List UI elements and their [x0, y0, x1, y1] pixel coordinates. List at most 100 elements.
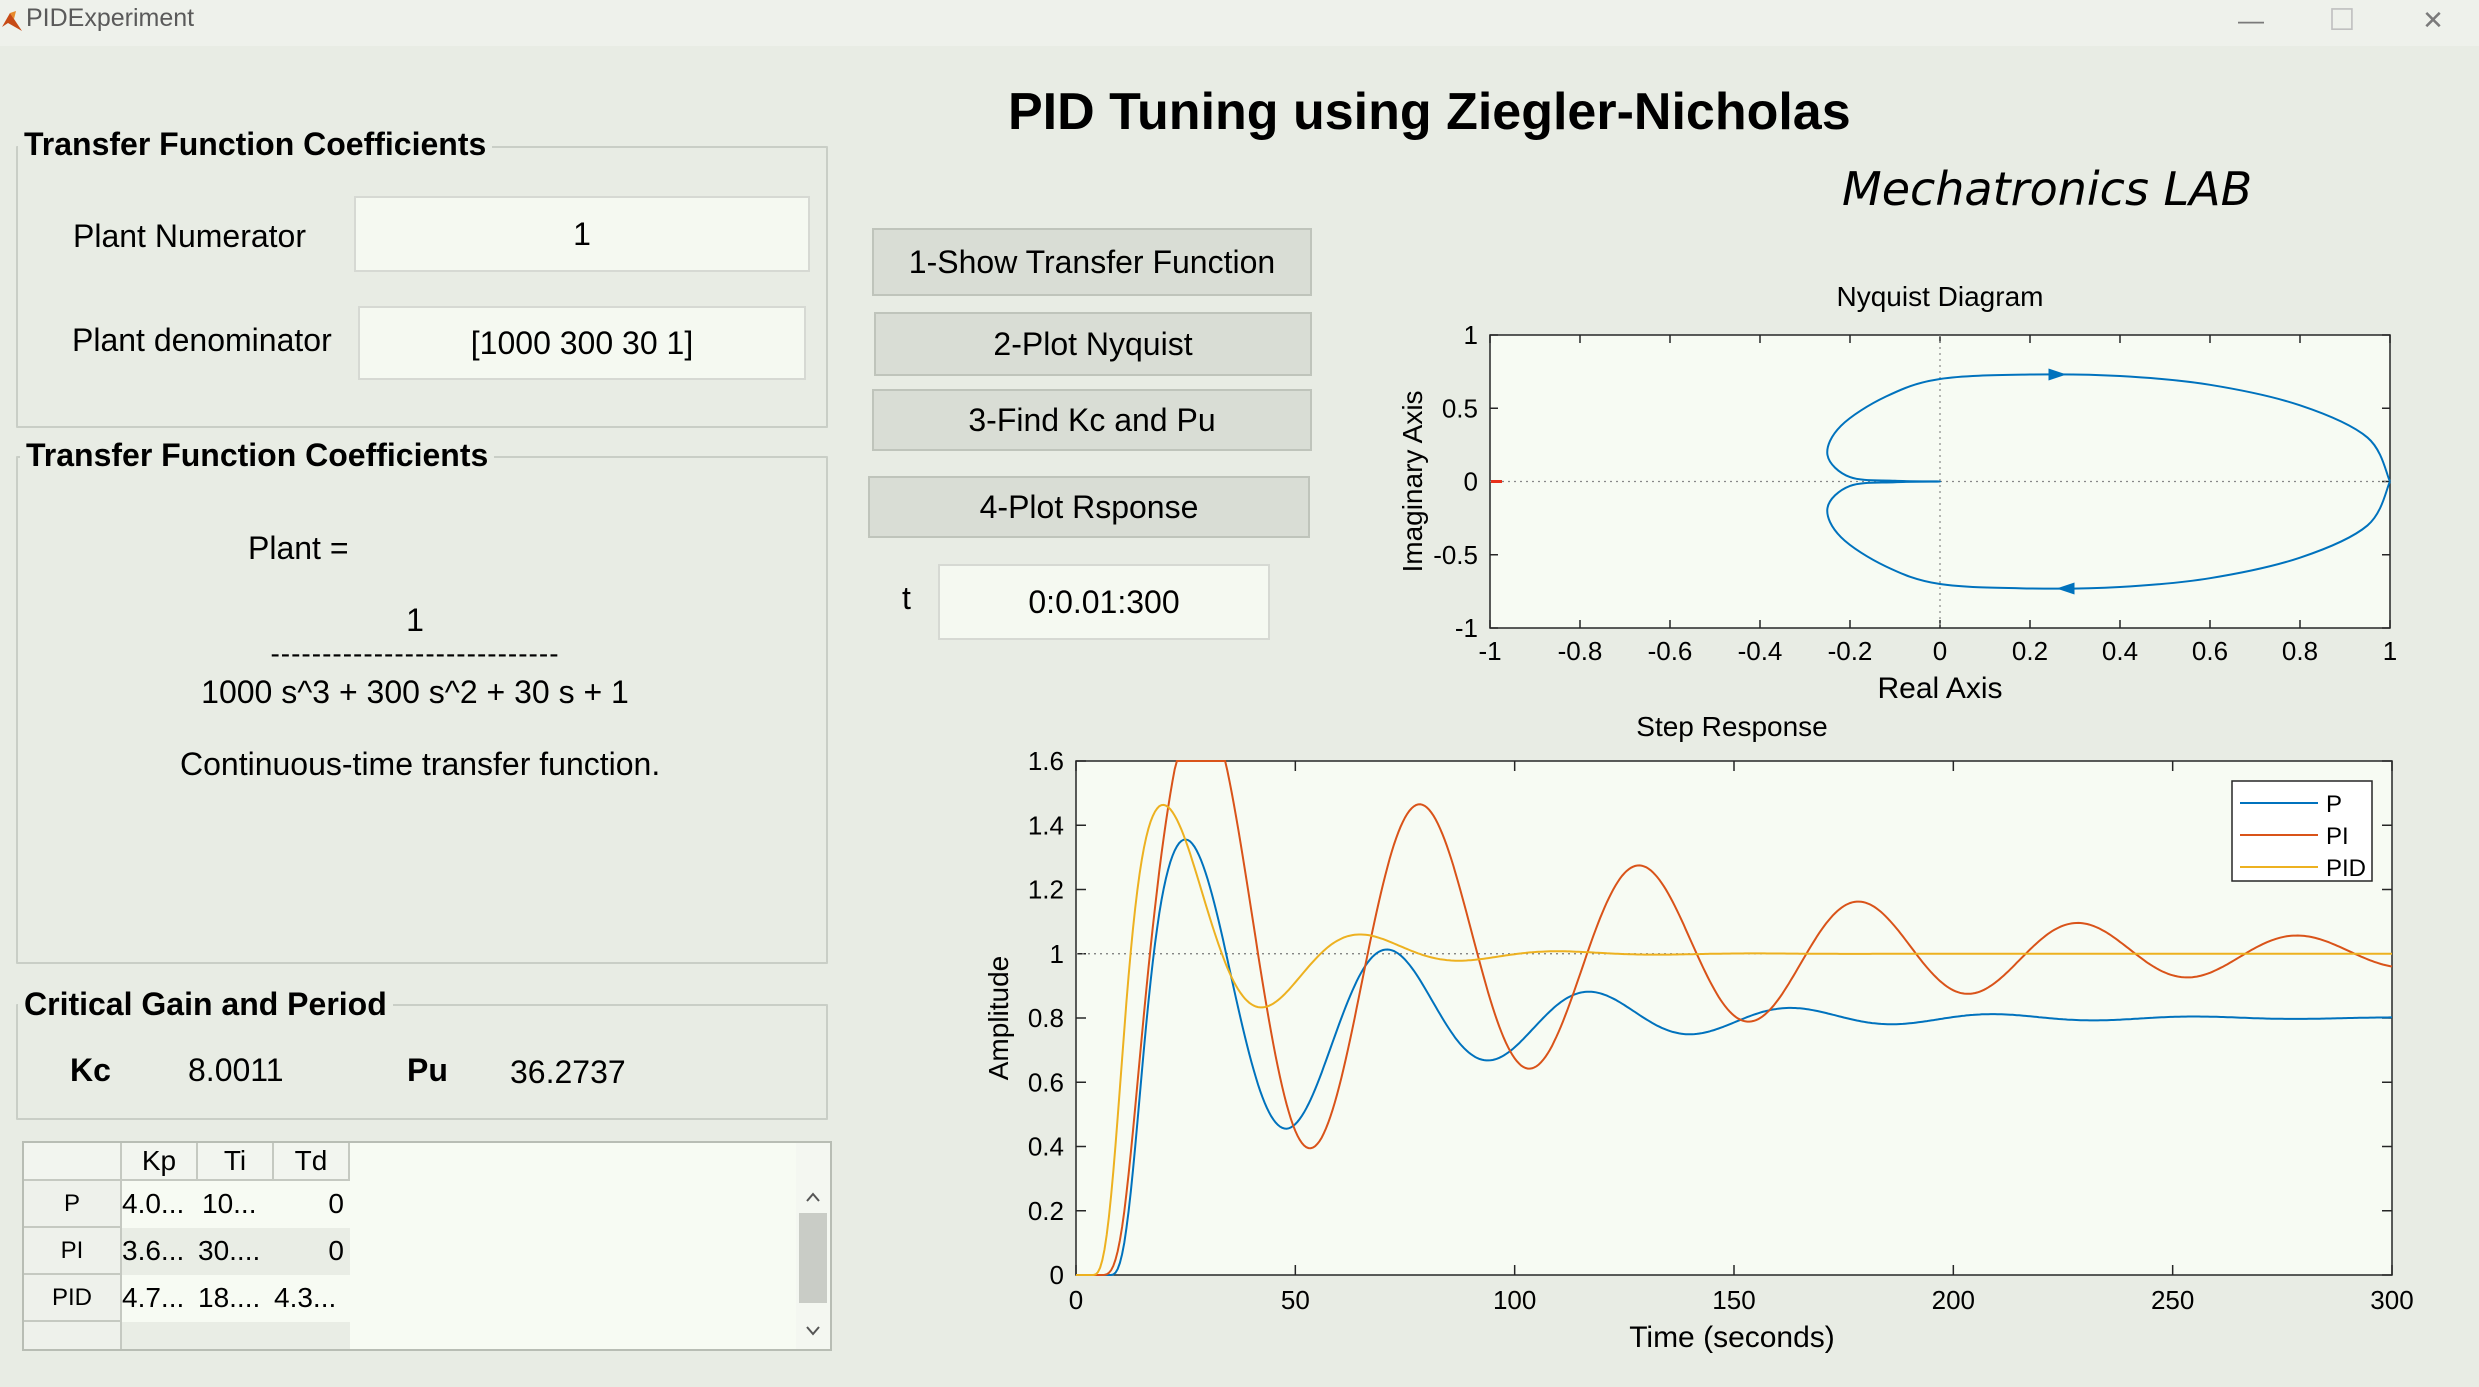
numerator-label: Plant Numerator — [73, 218, 306, 254]
nyquist-curve — [1826, 373, 2391, 590]
page-subtitle: Mechatronics LAB — [1842, 162, 2253, 216]
step-xtick-label: 0 — [1069, 1285, 1083, 1315]
nyquist-xtick-label: -0.8 — [1558, 636, 1603, 666]
nyquist-ytick-label: 0 — [1464, 467, 1478, 497]
nyquist-xtick-label: 0.8 — [2282, 636, 2318, 666]
step-ytick-label: 0.4 — [1028, 1132, 1064, 1162]
cell-p-kp[interactable]: 4.0... — [122, 1188, 185, 1219]
nyquist-ytick-label: 1 — [1464, 320, 1478, 350]
pu-label: Pu — [407, 1052, 448, 1088]
step-ytick-label: 1.2 — [1028, 875, 1064, 905]
denominator-label: Plant denominator — [72, 322, 332, 358]
cell-p-ti[interactable]: 10... — [202, 1188, 257, 1219]
close-button[interactable]: ✕ — [2422, 4, 2444, 35]
cell-pid-ti[interactable]: 18.... — [198, 1282, 261, 1313]
row-header-pi[interactable]: PI — [24, 1228, 122, 1275]
show-transfer-function-button[interactable]: 1-Show Transfer Function — [872, 228, 1312, 296]
denominator-input[interactable]: [1000 300 30 1] — [358, 306, 806, 380]
step-xtick-label: 300 — [2370, 1285, 2413, 1315]
column-header-ti[interactable]: Ti — [198, 1143, 274, 1181]
plot-response-button[interactable]: 4-Plot Rsponse — [868, 476, 1310, 538]
cell-p-td[interactable]: 0 — [328, 1188, 344, 1219]
plant-label: Plant = — [248, 530, 349, 566]
nyquist-chart: Nyquist Diagram Real Axis Imaginary Axis -1… — [1397, 281, 2397, 705]
table-row-empty — [122, 1322, 350, 1349]
tf-divider-text: ---------------------------- — [270, 638, 560, 669]
step-plot-area — [1075, 760, 2393, 1276]
window-titlebar: PIDExperiment — ☐ ✕ — [0, 0, 2479, 46]
tf-numerator-text: 1 — [406, 602, 424, 638]
row-header-pid[interactable]: PID — [24, 1275, 122, 1322]
cell-pi-kp[interactable]: 3.6... — [122, 1235, 185, 1266]
numerator-input[interactable]: 1 — [354, 196, 810, 272]
nyquist-arrow-upper — [2048, 368, 2067, 381]
table-scrollbar[interactable] — [796, 1143, 830, 1349]
step-ytick-label: 0.2 — [1028, 1196, 1064, 1226]
nyquist-title: Nyquist Diagram — [1837, 281, 2044, 312]
row-header-empty — [24, 1322, 122, 1349]
time-label: t — [902, 580, 911, 616]
tf-input-panel — [16, 146, 828, 428]
table-row-pi-bg — [122, 1228, 350, 1275]
nyquist-xtick-label: 0 — [1933, 636, 1947, 666]
step-ytick-label: 0.6 — [1028, 1067, 1064, 1097]
legend-label-pi: PI — [2326, 823, 2349, 850]
cell-pi-ti[interactable]: 30.... — [198, 1235, 261, 1266]
column-header-td[interactable]: Td — [274, 1143, 350, 1181]
time-input[interactable]: 0:0.01:300 — [938, 564, 1270, 640]
tf-note-text: Continuous-time transfer function. — [180, 746, 661, 782]
matlab-logo-icon — [2, 11, 22, 31]
step-ytick-label: 1 — [1050, 939, 1064, 969]
minimize-button[interactable]: — — [2238, 4, 2264, 35]
critical-panel — [16, 1004, 828, 1120]
nyquist-xtick-label: -0.4 — [1738, 636, 1783, 666]
nyquist-xtick-label: -1 — [1478, 636, 1501, 666]
tf-display-panel-title: Transfer Function Coefficients — [20, 437, 495, 474]
nyquist-xtick-label: 0.4 — [2102, 636, 2138, 666]
critical-panel-title: Critical Gain and Period — [18, 986, 393, 1023]
step-response-chart: Step Response Time (seconds) Amplitude 0 50 1… — [983, 711, 2414, 1354]
plot-nyquist-button[interactable]: 2-Plot Nyquist — [874, 312, 1312, 376]
maximize-button[interactable]: ☐ — [2328, 3, 2356, 37]
tf-input-panel-title: Transfer Function Coefficients — [18, 126, 493, 163]
window-title: PIDExperiment — [26, 4, 195, 32]
page-title: PID Tuning using Ziegler-Nicholas — [1008, 83, 1851, 141]
nyquist-ytick-label: -0.5 — [1433, 540, 1478, 570]
step-legend — [2231, 780, 2373, 882]
nyquist-xtick-label: -0.2 — [1828, 636, 1873, 666]
kc-value: 8.0011 — [188, 1052, 284, 1088]
step-ylabel: Amplitude — [983, 956, 1014, 1081]
step-xlabel: Time (seconds) — [1629, 1321, 1835, 1354]
nyquist-xlabel: Real Axis — [1877, 672, 2002, 705]
step-xtick-label: 100 — [1493, 1285, 1536, 1315]
gains-table[interactable]: Kp Ti Td P 4.0... 10... 0 PI 3.6... 30..… — [22, 1141, 832, 1351]
step-ytick-label: 1.4 — [1028, 810, 1064, 840]
table-corner — [24, 1143, 122, 1181]
scroll-up-icon[interactable] — [805, 1191, 821, 1203]
step-xtick-label: 50 — [1281, 1285, 1310, 1315]
step-ytick-label: 1.6 — [1028, 746, 1064, 776]
scroll-down-icon[interactable] — [805, 1325, 821, 1337]
nyquist-xtick-label: 0.2 — [2012, 636, 2048, 666]
nyquist-xtick-label: -0.6 — [1648, 636, 1693, 666]
nyquist-xtick-label: 0.6 — [2192, 636, 2228, 666]
cell-pid-kp[interactable]: 4.7... — [122, 1282, 185, 1313]
pu-value: 36.2737 — [510, 1054, 626, 1090]
step-series-pi — [1076, 760, 2393, 1276]
find-kc-pu-button[interactable]: 3-Find Kc and Pu — [872, 389, 1312, 451]
scrollbar-thumb[interactable] — [799, 1213, 827, 1303]
legend-label-pid: PID — [2326, 855, 2366, 882]
step-xtick-label: 250 — [2151, 1285, 2194, 1315]
column-header-kp[interactable]: Kp — [122, 1143, 198, 1181]
nyquist-ytick-label: -1 — [1455, 613, 1478, 643]
step-title: Step Response — [1636, 711, 1827, 742]
row-header-p[interactable]: P — [24, 1181, 122, 1228]
nyquist-xtick-label: 1 — [2383, 636, 2397, 666]
cell-pid-td[interactable]: 4.3... — [274, 1282, 337, 1313]
nyquist-arrow-lower — [2056, 582, 2075, 595]
nyquist-ylabel: Imaginary Axis — [1397, 390, 1428, 572]
step-xtick-label: 150 — [1712, 1285, 1755, 1315]
step-xtick-label: 200 — [1932, 1285, 1975, 1315]
tf-denominator-text: 1000 s^3 + 300 s^2 + 30 s + 1 — [201, 674, 629, 710]
cell-pi-td[interactable]: 0 — [328, 1235, 344, 1266]
